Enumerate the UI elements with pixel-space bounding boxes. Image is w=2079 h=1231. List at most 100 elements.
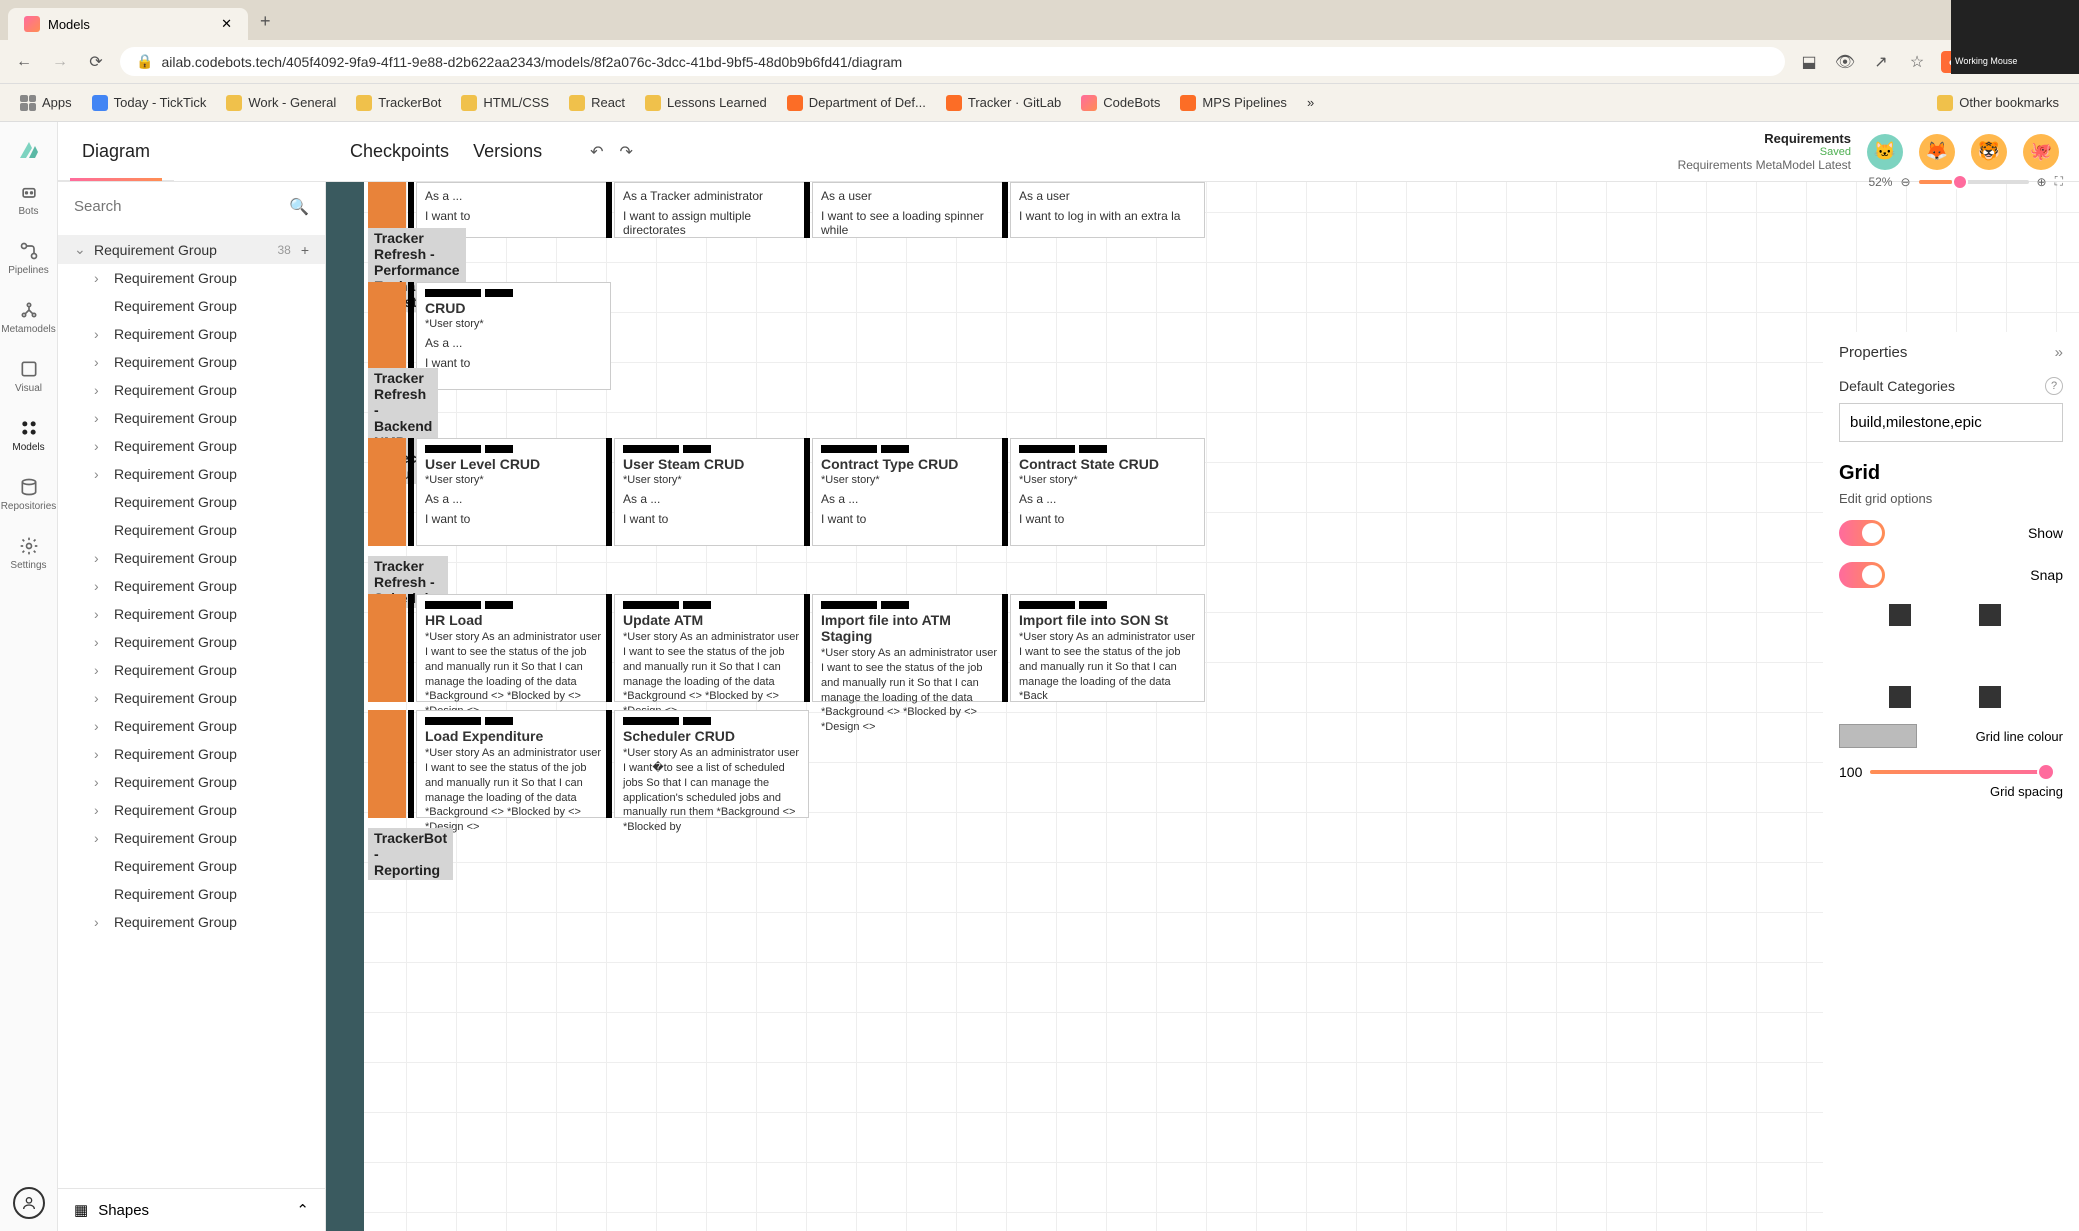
tree-child[interactable]: Requirement Group bbox=[58, 516, 325, 544]
other-bookmarks[interactable]: Other bookmarks bbox=[1929, 91, 2067, 115]
tree-child[interactable]: ›Requirement Group bbox=[58, 432, 325, 460]
back-button[interactable]: ← bbox=[12, 50, 36, 74]
show-toggle[interactable] bbox=[1839, 520, 1885, 546]
story-card[interactable]: Load Expenditure*User story As an admini… bbox=[416, 710, 611, 818]
tree-child[interactable]: ›Requirement Group bbox=[58, 824, 325, 852]
tree-child[interactable]: ›Requirement Group bbox=[58, 712, 325, 740]
zoom-slider[interactable] bbox=[1919, 180, 2029, 184]
tree-child[interactable]: ›Requirement Group bbox=[58, 768, 325, 796]
tab-versions[interactable]: Versions bbox=[473, 123, 542, 180]
epic-title[interactable]: Tracker Refresh - Performance Exchange R… bbox=[368, 260, 466, 280]
bookmark-tracker-gitlab[interactable]: Tracker · GitLab bbox=[938, 91, 1069, 115]
tree-child[interactable]: ›Requirement Group bbox=[58, 908, 325, 936]
bookmark-work[interactable]: Work - General bbox=[218, 91, 344, 115]
star-icon[interactable]: ☆ bbox=[1905, 50, 1929, 74]
tree-child[interactable]: Requirement Group bbox=[58, 852, 325, 880]
story-card[interactable]: User Steam CRUD*User story*As a ...I wan… bbox=[614, 438, 809, 546]
bookmark-lessons[interactable]: Lessons Learned bbox=[637, 91, 775, 115]
avatar-4[interactable]: 🐙 bbox=[2023, 134, 2059, 170]
tab-checkpoints[interactable]: Checkpoints bbox=[350, 123, 449, 180]
zoom-out-icon[interactable]: ⊖ bbox=[1900, 175, 1910, 189]
story-card[interactable]: Import file into ATM Staging*User story … bbox=[812, 594, 1007, 702]
tree-child[interactable]: ›Requirement Group bbox=[58, 628, 325, 656]
avatar-3[interactable]: 🐯 bbox=[1971, 134, 2007, 170]
tree-child[interactable]: ›Requirement Group bbox=[58, 740, 325, 768]
video-thumbnail[interactable]: Working Mouse bbox=[1951, 0, 2079, 74]
tree-child[interactable]: ›Requirement Group bbox=[58, 376, 325, 404]
url-input[interactable]: 🔒 ailab.codebots.tech/405f4092-9fa9-4f11… bbox=[120, 47, 1785, 76]
gridline-color-swatch[interactable] bbox=[1839, 724, 1917, 748]
tree-child[interactable]: ›Requirement Group bbox=[58, 656, 325, 684]
story-card[interactable]: As a Tracker administratorI want to assi… bbox=[614, 182, 809, 238]
rail-settings[interactable]: Settings bbox=[5, 528, 53, 579]
rail-pipelines[interactable]: Pipelines bbox=[5, 233, 53, 284]
fullscreen-icon[interactable]: ⛶ bbox=[2055, 174, 2063, 189]
bookmark-codebots[interactable]: CodeBots bbox=[1073, 91, 1168, 115]
share-icon[interactable]: ↗ bbox=[1869, 50, 1893, 74]
new-tab-button[interactable]: + bbox=[248, 3, 283, 40]
user-avatar-icon[interactable] bbox=[13, 1187, 45, 1219]
forward-button[interactable]: → bbox=[48, 50, 72, 74]
bookmark-react[interactable]: React bbox=[561, 91, 633, 115]
tree-child[interactable]: Requirement Group bbox=[58, 488, 325, 516]
reload-button[interactable]: ⟳ bbox=[84, 50, 108, 74]
help-icon[interactable]: ? bbox=[2045, 377, 2063, 395]
default-categories-input[interactable] bbox=[1839, 403, 2063, 442]
bookmark-htmlcss[interactable]: HTML/CSS bbox=[453, 91, 557, 115]
story-card[interactable]: Import file into SON St*User story As an… bbox=[1010, 594, 1205, 702]
snap-toggle[interactable] bbox=[1839, 562, 1885, 588]
rail-models[interactable]: Models bbox=[5, 410, 53, 461]
tab-diagram[interactable]: Diagram bbox=[58, 123, 174, 180]
story-card[interactable]: Update ATM*User story As an administrato… bbox=[614, 594, 809, 702]
rail-visual[interactable]: Visual bbox=[5, 351, 53, 402]
tree-child[interactable]: ›Requirement Group bbox=[58, 404, 325, 432]
app-logo[interactable] bbox=[13, 134, 45, 166]
rail-bots[interactable]: Bots bbox=[5, 174, 53, 225]
add-icon[interactable]: + bbox=[301, 242, 309, 258]
bookmarks-overflow-icon[interactable]: » bbox=[1299, 91, 1322, 114]
bookmark-ticktick[interactable]: Today - TickTick bbox=[84, 91, 215, 115]
tree-child[interactable]: ›Requirement Group bbox=[58, 460, 325, 488]
shapes-toggle[interactable]: ▦ Shapes ⌃ bbox=[58, 1188, 325, 1231]
epic-title[interactable]: Tracker Refresh - Scheduler bbox=[368, 572, 448, 592]
zoom-in-icon[interactable]: ⊕ bbox=[2037, 175, 2047, 189]
install-icon[interactable]: ⬓ bbox=[1797, 50, 1821, 74]
tree-child[interactable]: ›Requirement Group bbox=[58, 348, 325, 376]
tree-child[interactable]: ›Requirement Group bbox=[58, 264, 325, 292]
collapse-icon[interactable]: » bbox=[2055, 344, 2063, 361]
tree-child[interactable]: ›Requirement Group bbox=[58, 572, 325, 600]
tree-child[interactable]: ›Requirement Group bbox=[58, 796, 325, 824]
eye-off-icon[interactable]: 👁 bbox=[1833, 50, 1857, 74]
canvas[interactable]: As a ...I want toAs a Tracker administra… bbox=[326, 182, 2079, 1231]
story-card[interactable]: As a userI want to see a loading spinner… bbox=[812, 182, 1007, 238]
avatar-2[interactable]: 🦊 bbox=[1919, 134, 1955, 170]
tree-root[interactable]: ⌄ Requirement Group 38 + bbox=[58, 235, 325, 264]
redo-button[interactable]: ↷ bbox=[620, 142, 633, 162]
avatar-1[interactable]: 🐱 bbox=[1867, 134, 1903, 170]
tree-child[interactable]: Requirement Group bbox=[58, 880, 325, 908]
bookmark-apps[interactable]: Apps bbox=[12, 91, 80, 115]
story-card[interactable]: Scheduler CRUD*User story As an administ… bbox=[614, 710, 809, 818]
story-card[interactable]: User Level CRUD*User story*As a ...I wan… bbox=[416, 438, 611, 546]
tree-child[interactable]: Requirement Group bbox=[58, 292, 325, 320]
story-card[interactable]: Contract Type CRUD*User story*As a ...I … bbox=[812, 438, 1007, 546]
tree-child[interactable]: ›Requirement Group bbox=[58, 320, 325, 348]
story-card[interactable]: CRUD*User story*As a ...I want to bbox=[416, 282, 611, 390]
rail-repositories[interactable]: Repositories bbox=[5, 469, 53, 520]
tree-child[interactable]: ›Requirement Group bbox=[58, 600, 325, 628]
story-card[interactable]: Contract State CRUD*User story*As a ...I… bbox=[1010, 438, 1205, 546]
story-card[interactable]: HR Load*User story As an administrator u… bbox=[416, 594, 611, 702]
close-icon[interactable]: ✕ bbox=[221, 16, 232, 32]
bookmark-dod[interactable]: Department of Def... bbox=[779, 91, 934, 115]
rail-metamodels[interactable]: Metamodels bbox=[5, 292, 53, 343]
browser-tab[interactable]: Models ✕ bbox=[8, 8, 248, 40]
undo-button[interactable]: ↶ bbox=[590, 142, 603, 162]
spacing-slider[interactable] bbox=[1870, 770, 2055, 774]
search-input[interactable] bbox=[74, 190, 289, 223]
bookmark-trackerbot[interactable]: TrackerBot bbox=[348, 91, 449, 115]
epic-title[interactable]: TrackerBot - Reporting bbox=[368, 844, 453, 864]
tree-child[interactable]: ›Requirement Group bbox=[58, 684, 325, 712]
tree-child[interactable]: ›Requirement Group bbox=[58, 544, 325, 572]
story-card[interactable]: As a userI want to log in with an extra … bbox=[1010, 182, 1205, 238]
search-icon[interactable]: 🔍 bbox=[289, 197, 309, 217]
